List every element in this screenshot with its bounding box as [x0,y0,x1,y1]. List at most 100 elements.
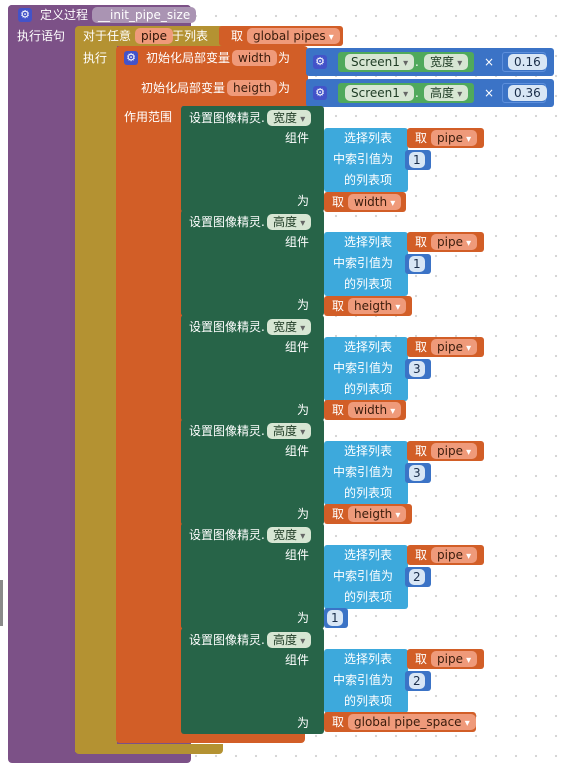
screen-property-block[interactable]: Screen1 . 高度 [338,83,474,103]
select-list-item-block[interactable]: 选择列表 中索引值为 的列表项 [324,545,408,609]
get-heigth-block[interactable]: 取 heigth [324,504,412,524]
get-label: 取 [415,548,428,562]
get-width-block[interactable]: 取 width [324,400,406,420]
component-dropdown[interactable]: Screen1 [345,85,415,101]
to-label: 为 [297,507,310,521]
number-field[interactable]: 1 [327,610,343,626]
property-dropdown[interactable]: 高度 [267,214,312,230]
workspace-scrollbar[interactable] [0,580,3,626]
property-dropdown[interactable]: 高度 [267,632,312,648]
get-pipe-block[interactable]: 取 pipe [407,337,484,357]
index-field[interactable]: 1 [409,256,425,272]
foreach-bottom [75,744,223,754]
local-var-width-field[interactable]: width [232,50,278,66]
property-dropdown[interactable]: 宽度 [267,110,312,126]
multiply-block[interactable]: ⚙ Screen1 . 高度 × 0.36 [306,79,554,107]
index-number-block[interactable]: 2 [405,671,431,691]
variable-dropdown[interactable]: heigth [348,506,407,522]
local-var-heigth-field[interactable]: heigth [227,80,278,96]
init-local-label: 初始化局部变量 [141,81,226,95]
component-dropdown[interactable]: Screen1 [345,54,415,70]
select-list-item-block[interactable]: 选择列表 中索引值为 的列表项 [324,232,408,296]
get-label: 取 [415,131,428,145]
global-pipes-dropdown[interactable]: global pipes [247,28,340,44]
variable-dropdown[interactable]: global pipe_space [348,714,476,730]
set-image-sprite-block[interactable]: 设置图像精灵. 高度 组件 为 [181,628,324,734]
index-label: 中索引值为 [333,569,394,583]
set-label: 设置图像精灵. [189,424,265,438]
property-dropdown[interactable]: 宽度 [424,54,469,70]
number-value-block[interactable]: 1 [324,608,348,628]
to-label: 为 [297,716,310,730]
select-list-label: 选择列表 [344,131,393,145]
select-list-item-block[interactable]: 选择列表 中索引值为 的列表项 [324,441,408,505]
variable-dropdown[interactable]: heigth [348,298,407,314]
screen-property-block[interactable]: Screen1 . 宽度 [338,52,474,72]
get-global-pipe-space-block[interactable]: 取 global pipe_space [324,712,476,732]
index-field[interactable]: 2 [409,673,425,689]
dot-label: . [415,55,419,69]
list-item-label: 的列表项 [344,486,393,500]
set-image-sprite-block[interactable]: 设置图像精灵. 高度 组件 为 [181,419,324,525]
get-pipe-block[interactable]: 取 pipe [407,128,484,148]
index-number-block[interactable]: 3 [405,359,431,379]
foreach-var-field[interactable]: pipe [135,28,173,44]
get-pipe-block[interactable]: 取 pipe [407,545,484,565]
pipe-dropdown[interactable]: pipe [431,130,478,146]
procedure-name-field[interactable]: __init_pipe_size [92,7,197,23]
variable-dropdown[interactable]: width [348,402,402,418]
pipe-dropdown[interactable]: pipe [431,443,478,459]
multiply-block[interactable]: ⚙ Screen1 . 宽度 × 0.16 [306,48,554,76]
set-image-sprite-block[interactable]: 设置图像精灵. 宽度 组件 为 [181,523,324,629]
index-label: 中索引值为 [333,256,394,270]
set-image-sprite-block[interactable]: 设置图像精灵. 高度 组件 为 [181,210,324,316]
index-number-block[interactable]: 3 [405,463,431,483]
property-dropdown[interactable]: 高度 [424,85,469,101]
gear-icon[interactable]: ⚙ [313,86,327,100]
gear-icon[interactable]: ⚙ [313,55,327,69]
set-image-sprite-block[interactable]: 设置图像精灵. 宽度 组件 为 [181,106,324,212]
pipe-dropdown[interactable]: pipe [431,651,478,667]
gear-icon[interactable]: ⚙ [18,8,32,22]
to-label: 为 [297,194,310,208]
index-field[interactable]: 1 [409,152,425,168]
gear-icon[interactable]: ⚙ [124,51,138,65]
index-field[interactable]: 3 [409,465,425,481]
number-block[interactable]: 0.36 [502,83,547,103]
select-list-item-block[interactable]: 选择列表 中索引值为 的列表项 [324,337,408,401]
factor-field[interactable]: 0.16 [508,54,547,70]
property-dropdown[interactable]: 高度 [267,423,312,439]
get-label: 取 [415,235,428,249]
select-list-label: 选择列表 [344,652,393,666]
get-label: 取 [332,403,345,417]
pipe-dropdown[interactable]: pipe [431,339,478,355]
get-pipe-block[interactable]: 取 pipe [407,441,484,461]
pipe-dropdown[interactable]: pipe [431,234,478,250]
index-number-block[interactable]: 1 [405,254,431,274]
get-pipe-block[interactable]: 取 pipe [407,232,484,252]
get-label: 取 [415,652,428,666]
get-heigth-block[interactable]: 取 heigth [324,296,412,316]
pipe-dropdown[interactable]: pipe [431,547,478,563]
index-number-block[interactable]: 1 [405,150,431,170]
factor-field[interactable]: 0.36 [508,85,547,101]
set-image-sprite-block[interactable]: 设置图像精灵. 宽度 组件 为 [181,315,324,421]
index-field[interactable]: 3 [409,361,425,377]
get-global-pipes-block[interactable]: 取 global pipes [219,26,343,46]
index-number-block[interactable]: 2 [405,567,431,587]
select-list-item-block[interactable]: 选择列表 中索引值为 的列表项 [324,649,408,713]
set-label: 设置图像精灵. [189,320,265,334]
property-dropdown[interactable]: 宽度 [267,527,312,543]
variable-dropdown[interactable]: width [348,194,402,210]
select-list-label: 选择列表 [344,548,393,562]
local-vars-bottom [116,732,305,743]
set-label: 设置图像精灵. [189,528,265,542]
list-item-label: 的列表项 [344,590,393,604]
index-field[interactable]: 2 [409,569,425,585]
get-width-block[interactable]: 取 width [324,192,406,212]
property-dropdown[interactable]: 宽度 [267,319,312,335]
dot-label: . [415,86,419,100]
get-pipe-block[interactable]: 取 pipe [407,649,484,669]
select-list-item-block[interactable]: 选择列表 中索引值为 的列表项 [324,128,408,192]
number-block[interactable]: 0.16 [502,52,547,72]
